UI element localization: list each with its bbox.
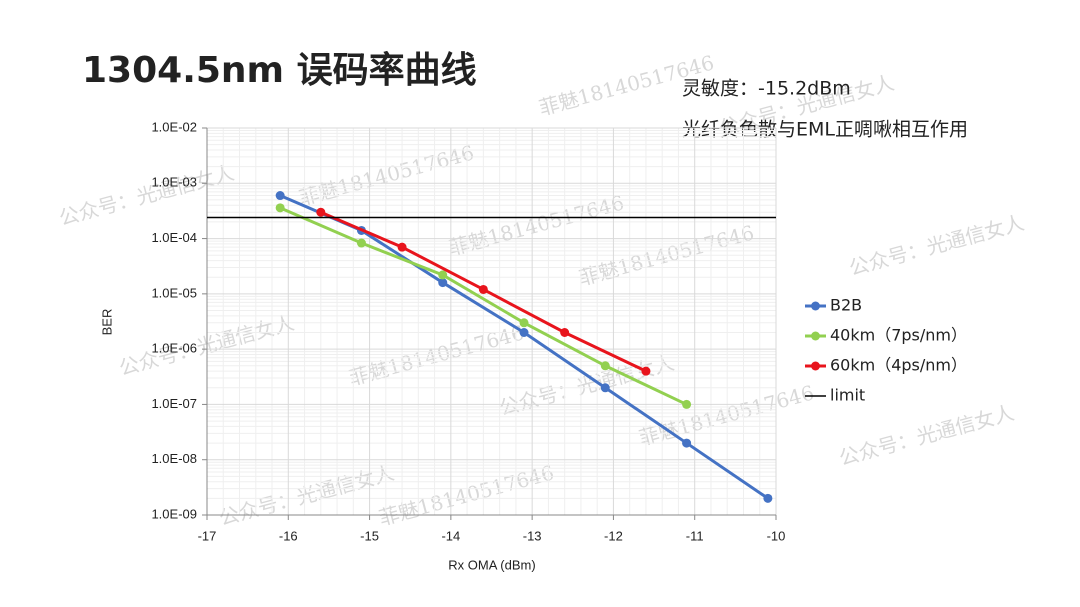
point xyxy=(519,318,529,328)
y-tick-label: 1.0E-02 xyxy=(151,119,197,134)
point xyxy=(600,361,610,371)
watermark: 公众号：光通信女人 xyxy=(847,210,1027,280)
x-axis-title: Rx OMA (dBm) xyxy=(448,557,535,572)
x-tick-label: -16 xyxy=(279,528,298,543)
point xyxy=(519,328,529,338)
watermark: 菲魅18140517646 xyxy=(637,380,817,450)
series-line xyxy=(279,206,688,406)
legend-label: limit xyxy=(830,386,865,405)
legend-marker xyxy=(811,301,820,311)
x-tick-label: -11 xyxy=(686,528,704,543)
point xyxy=(275,191,285,201)
y-tick-label: 1.0E-08 xyxy=(151,451,197,466)
x-tick-label: -13 xyxy=(523,528,542,543)
y-tick-label: 1.0E-03 xyxy=(151,175,197,190)
x-tick-label: -12 xyxy=(604,528,623,543)
chart-title: 1304.5nm 误码率曲线 xyxy=(82,50,477,91)
annotation: 灵敏度：-15.2dBm xyxy=(682,78,851,100)
legend-label: 60km（4ps/nm） xyxy=(830,356,967,375)
point xyxy=(478,284,488,294)
point xyxy=(356,238,366,248)
x-tick-label: -17 xyxy=(198,528,217,543)
watermark: 菲魅18140517646 xyxy=(377,460,557,530)
point xyxy=(560,328,570,338)
point xyxy=(397,242,407,252)
point xyxy=(438,278,448,288)
legend-label: 40km（7ps/nm） xyxy=(830,326,967,345)
y-tick-label: 1.0E-05 xyxy=(151,285,197,300)
y-axis-title: BER xyxy=(99,309,114,336)
x-tick-label: -15 xyxy=(360,528,379,543)
x-tick-label: -14 xyxy=(441,528,460,543)
legend-marker xyxy=(811,361,820,371)
point xyxy=(600,383,610,393)
point xyxy=(763,493,773,503)
point xyxy=(682,438,692,448)
x-tick-label: -10 xyxy=(767,528,786,543)
watermark: 公众号：光通信女人 xyxy=(837,400,1017,470)
legend-marker xyxy=(811,331,820,341)
watermark: 菲魅18140517646 xyxy=(447,190,627,260)
y-tick-label: 1.0E-07 xyxy=(151,396,197,411)
point xyxy=(316,207,326,217)
y-tick-label: 1.0E-06 xyxy=(151,341,197,356)
y-tick-label: 1.0E-09 xyxy=(151,506,197,521)
point xyxy=(682,399,692,409)
annotation: 光纤负色散与EML正啁啾相互作用 xyxy=(682,119,968,141)
point xyxy=(641,366,651,376)
point xyxy=(438,270,448,280)
point xyxy=(275,203,285,213)
legend-label: B2B xyxy=(830,296,862,315)
y-tick-label: 1.0E-04 xyxy=(151,230,197,245)
